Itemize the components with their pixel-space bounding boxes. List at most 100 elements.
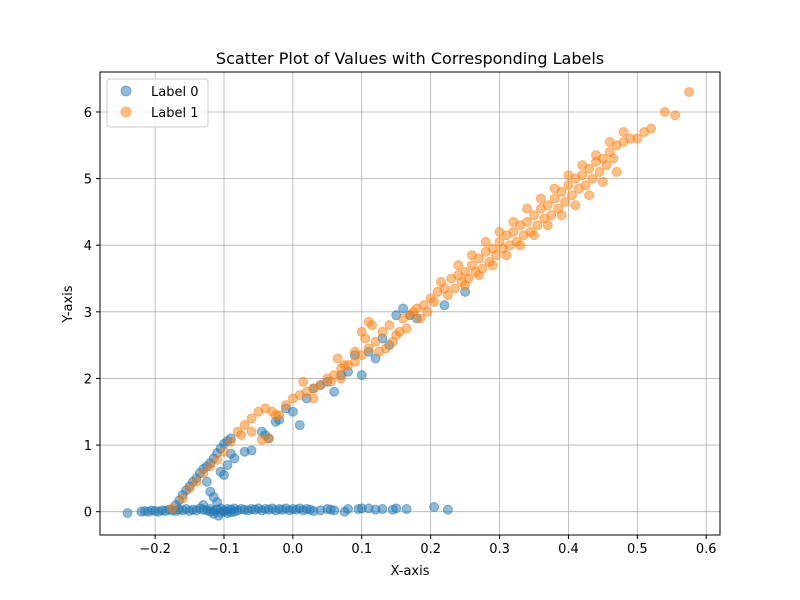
y-tick-label: 6: [84, 106, 92, 121]
point-label-1: [587, 173, 598, 184]
point-label-1: [508, 226, 519, 237]
point-label-0: [442, 504, 453, 515]
point-label-0: [294, 420, 305, 431]
point-label-0: [219, 470, 229, 481]
legend-text-label-1: Label 1: [151, 106, 198, 121]
point-label-1: [384, 320, 395, 331]
point-label-1: [191, 476, 202, 487]
plot-area-frame: [99, 71, 721, 536]
point-label-1: [263, 433, 274, 444]
y-tick-label: 3: [84, 306, 92, 321]
point-label-1: [542, 200, 553, 211]
point-label-1: [246, 413, 257, 424]
point-label-1: [670, 110, 681, 121]
point-label-1: [356, 326, 367, 337]
chart-title: Scatter Plot of Values with Correspondin…: [216, 49, 604, 68]
point-label-1: [380, 343, 391, 354]
point-label-0: [205, 506, 216, 517]
point-label-0: [229, 506, 240, 517]
point-label-1: [315, 380, 326, 391]
point-label-1: [473, 270, 484, 281]
point-label-1: [659, 106, 670, 117]
x-axis-label: X-axis: [391, 564, 430, 579]
point-label-1: [436, 276, 446, 287]
point-label-0: [329, 386, 340, 397]
y-tick-label: 5: [84, 173, 92, 188]
point-label-1: [597, 176, 608, 187]
point-label-1: [563, 180, 574, 191]
point-label-1: [594, 166, 605, 177]
point-label-1: [522, 216, 533, 227]
point-label-1: [577, 160, 588, 171]
point-label-1: [225, 436, 236, 447]
point-label-1: [487, 260, 498, 271]
point-label-1: [349, 346, 360, 357]
point-label-1: [308, 393, 319, 404]
point-label-1: [570, 200, 581, 211]
point-label-1: [684, 86, 694, 97]
legend-box: [106, 78, 209, 128]
point-label-1: [494, 226, 505, 237]
point-label-1: [246, 426, 257, 437]
point-label-0: [401, 504, 412, 515]
point-label-1: [580, 180, 591, 191]
point-label-0: [287, 406, 298, 417]
point-label-1: [453, 260, 464, 271]
point-label-1: [177, 493, 188, 504]
point-label-0: [213, 510, 224, 521]
point-label-1: [442, 290, 453, 301]
point-label-1: [387, 336, 398, 347]
point-label-1: [219, 446, 229, 457]
x-tick-label: 0.5: [627, 542, 648, 557]
point-label-1: [501, 250, 512, 261]
point-label-0: [229, 453, 240, 464]
point-label-1: [363, 343, 374, 354]
point-label-1: [401, 323, 412, 334]
point-label-0: [222, 460, 233, 471]
point-label-1: [429, 296, 440, 307]
y-tick-label: 4: [84, 239, 92, 254]
point-label-1: [184, 483, 195, 494]
point-label-0: [246, 445, 257, 456]
point-label-1: [515, 240, 526, 251]
point-label-1: [546, 210, 557, 221]
point-label-1: [236, 430, 247, 441]
x-tick-label: 0.6: [696, 542, 717, 557]
y-tick-label: 1: [84, 439, 92, 454]
point-label-0: [429, 502, 440, 513]
x-tick-label: −0.1: [208, 542, 240, 557]
point-label-0: [398, 303, 409, 314]
point-label-1: [460, 280, 471, 291]
point-label-1: [601, 160, 612, 171]
point-label-1: [646, 123, 657, 134]
x-tick-label: 0.0: [283, 542, 304, 557]
point-label-1: [205, 461, 216, 472]
point-label-1: [270, 410, 281, 421]
point-label-0: [122, 508, 133, 519]
point-label-0: [439, 300, 450, 311]
x-tick-label: −0.2: [139, 542, 171, 557]
legend-marker-label-0: [120, 85, 132, 97]
point-label-1: [349, 356, 360, 367]
point-label-1: [332, 353, 343, 364]
point-label-1: [529, 210, 539, 221]
point-label-0: [201, 476, 212, 487]
point-label-0: [198, 500, 209, 511]
point-label-1: [608, 153, 619, 164]
point-label-1: [480, 236, 491, 247]
point-label-0: [377, 504, 388, 515]
point-label-1: [167, 503, 178, 514]
x-tick-label: 0.2: [420, 542, 441, 557]
x-tick-label: 0.1: [351, 542, 372, 557]
point-label-1: [584, 190, 595, 201]
point-label-1: [198, 468, 209, 479]
legend-marker-label-1: [120, 106, 132, 118]
point-label-1: [239, 420, 250, 431]
point-label-0: [391, 503, 402, 514]
axis-ticks: −0.2 −0.1 0.0 0.1 0.2 0.3 0.4 0.5 0.6 0 1 2 3 4 5 6: [84, 106, 717, 557]
data-points: [122, 86, 694, 521]
legend-text-label-0: Label 0: [151, 85, 198, 100]
point-label-1: [212, 454, 223, 465]
point-label-1: [415, 313, 426, 324]
